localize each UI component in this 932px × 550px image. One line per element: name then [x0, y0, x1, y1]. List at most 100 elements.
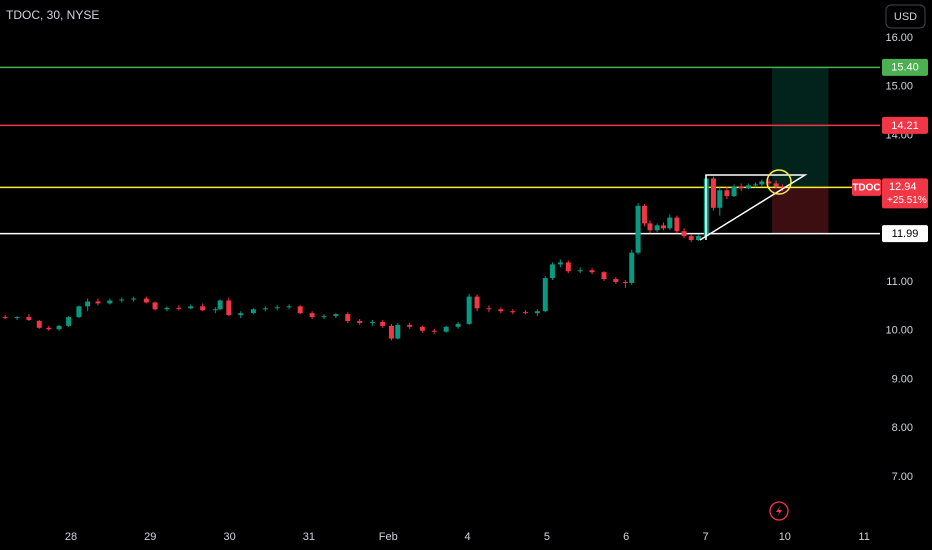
y-tick-label: 7.00: [892, 471, 913, 483]
candle-body: [85, 301, 91, 307]
candle-body: [2, 317, 8, 319]
stop-zone: [772, 187, 829, 234]
profit-zone: [772, 67, 829, 188]
candle-body: [200, 306, 206, 311]
price-level-tag: [882, 58, 928, 76]
candle-body: [188, 306, 194, 309]
candle-body: [622, 281, 628, 283]
candle-body: [549, 264, 555, 279]
candle-body: [321, 316, 327, 318]
candle-body: [369, 321, 375, 323]
currency-label[interactable]: USD: [894, 11, 917, 23]
candle-body: [759, 181, 765, 185]
price-level-tag: [882, 225, 928, 243]
y-tick-label: 11.00: [886, 276, 913, 288]
candle-body: [226, 300, 232, 316]
candle-body: [510, 311, 516, 313]
last-price-tag: [882, 178, 928, 209]
x-tick-label: 11: [858, 531, 869, 543]
candle-body: [443, 326, 449, 332]
candle-body: [176, 307, 182, 309]
candle-body: [557, 262, 563, 265]
x-tick-label: 28: [65, 531, 77, 543]
candle-body: [577, 270, 583, 272]
candle-body: [681, 231, 687, 237]
x-tick-label: 29: [144, 531, 156, 543]
candle-body: [752, 184, 758, 186]
candle-body: [95, 301, 101, 304]
alert-icon[interactable]: [769, 501, 789, 521]
candle-body: [466, 296, 472, 324]
candle-body: [297, 306, 303, 314]
candle-body: [217, 300, 223, 310]
candle-body: [773, 183, 779, 187]
candle-body: [660, 225, 666, 229]
candle-body: [695, 236, 701, 240]
candle-body: [238, 313, 244, 316]
candle-body: [431, 330, 437, 332]
candle-body: [14, 317, 20, 319]
price-change-label: +25.51%: [887, 195, 927, 206]
candle-body: [766, 181, 772, 184]
price-level-label: 11.99: [892, 228, 919, 240]
candle-body: [542, 278, 548, 312]
candle-body: [36, 320, 42, 328]
candle-body: [534, 311, 540, 314]
x-tick-label: 10: [779, 531, 791, 543]
x-tick-label: 5: [544, 531, 550, 543]
last-price-label: 12.94: [889, 181, 917, 193]
candle-body: [345, 314, 351, 321]
candle-body: [710, 178, 716, 208]
candle-body: [717, 190, 723, 208]
chart-title: TDOC, 30, NYSE: [6, 8, 99, 22]
candle-body: [647, 223, 653, 231]
candle-body: [654, 225, 660, 231]
candle-body: [738, 186, 744, 189]
candle-body: [119, 299, 125, 301]
candle-body: [286, 306, 292, 308]
candle-body: [474, 296, 480, 309]
candle-body: [745, 185, 751, 189]
candle-body: [601, 272, 607, 280]
candle-body: [779, 186, 785, 188]
candle-body: [76, 306, 82, 318]
candle-body: [250, 309, 256, 314]
candle-body: [589, 270, 595, 273]
candle-body: [333, 314, 339, 317]
candle-body: [688, 236, 694, 240]
candle-body: [407, 324, 413, 327]
candle-body: [380, 321, 386, 326]
label-layer: 7.008.009.0010.0011.0012.0013.0014.0015.…: [65, 32, 928, 543]
candle-body: [674, 217, 680, 232]
y-tick-label: 15.00: [885, 81, 913, 93]
candle-body: [26, 317, 32, 320]
candle-body: [486, 308, 492, 310]
candle-body: [388, 325, 394, 339]
candle-body: [46, 327, 52, 330]
candle-body: [522, 312, 528, 314]
candle-body: [212, 309, 218, 311]
candle-body: [143, 298, 149, 303]
symbol-tag: [852, 178, 881, 196]
x-tick-label: 30: [223, 531, 235, 543]
candle-body: [274, 307, 280, 309]
candle-body: [152, 302, 158, 310]
x-tick-label: 6: [623, 531, 629, 543]
candle-body: [667, 217, 673, 229]
currency-button[interactable]: [885, 4, 926, 29]
candle-body: [66, 317, 72, 326]
candle-body: [131, 298, 137, 300]
price-level-label: 15.40: [891, 62, 919, 74]
x-tick-label: Feb: [379, 531, 398, 543]
candle-body: [641, 205, 647, 224]
x-tick-label: 4: [464, 531, 470, 543]
candle-body: [357, 320, 363, 323]
candle-body: [395, 324, 401, 339]
highlight-circle: [766, 169, 792, 195]
y-tick-label: 9.00: [892, 373, 913, 385]
candle-body: [724, 190, 730, 197]
y-tick-label: 10.00: [885, 325, 913, 337]
symbol-label: TDOC: [852, 182, 880, 193]
